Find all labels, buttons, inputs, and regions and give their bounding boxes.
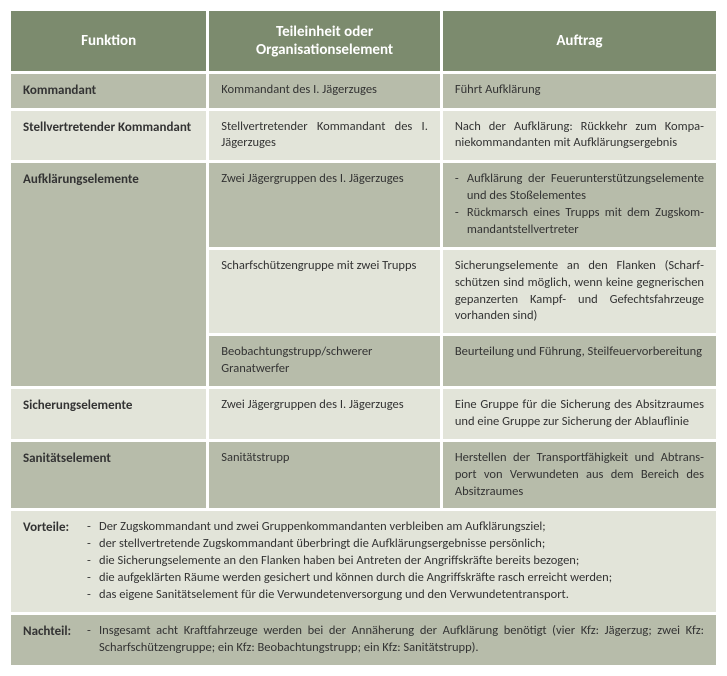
disadvantages-row: Nachteil: -Insgesamt acht Kraftfahrzeuge…	[10, 613, 718, 666]
table-row: Sanitätselement Sanitätstrupp Herstellen…	[10, 440, 718, 510]
table-row: Stellvertretender Kommandant Stellvertre…	[10, 109, 718, 162]
header-teileinheit: Teileinheit oder Organisationselement	[208, 10, 442, 73]
cell-task: Führt Aufklärung	[441, 73, 717, 110]
cell-org: Scharfschützengruppe mit zwei Trupps	[208, 248, 442, 335]
cell-org: Kommandant des I. Jägerzuges	[208, 73, 442, 110]
cell-task: -Aufklärung der Feuerunterstützungseleme…	[441, 162, 717, 249]
cell-org: Stellvertretender Kommandant des I. Jäge…	[208, 109, 442, 162]
cell-org: Sanitätstrupp	[208, 440, 442, 510]
cell-task: Beurteilung und Führung, Steilfeuervor­b…	[441, 335, 717, 388]
task-bullet: Rückmarsch eines Trupps mit dem Zugskom­…	[467, 205, 704, 239]
cell-funktion: Stellvertretender Kommandant	[10, 109, 208, 162]
header-row: Funktion Teileinheit oder Organisationse…	[10, 10, 718, 73]
cell-funktion: Sanitätselement	[10, 440, 208, 510]
task-bullet: Aufklärung der Feuerunterstützungselemen…	[467, 171, 704, 205]
cell-org: Beobachtungstrupp/schwerer Granatwerfer	[208, 335, 442, 388]
cell-task: Eine Gruppe für die Sicherung des Absitz…	[441, 388, 717, 441]
disadvantages-cell: Nachteil: -Insgesamt acht Kraftfahrzeuge…	[10, 613, 718, 666]
table-row: Sicherungselemente Zwei Jägergruppen des…	[10, 388, 718, 441]
advantages-label: Vorteile:	[23, 519, 87, 603]
header-auftrag: Auftrag	[441, 10, 717, 73]
advantage-item: das eigene Sanitätselement für die Verwu…	[99, 587, 704, 604]
disadvantages-label: Nachteil:	[23, 623, 87, 657]
disadvantage-item: Insgesamt acht Kraftfahrzeuge werden bei…	[99, 623, 704, 657]
advantage-item: der stellvertretende Zugskommandant über…	[99, 536, 704, 553]
header-funktion: Funktion	[10, 10, 208, 73]
cell-funktion: Sicherungselemente	[10, 388, 208, 441]
table-row: Aufklärungselemente Zwei Jägergruppen de…	[10, 162, 718, 249]
cell-task: Sicherungselemente an den Flanken (Schar…	[441, 248, 717, 335]
advantage-item: Der Zugskommandant und zwei Gruppenkomma…	[99, 519, 704, 536]
cell-funktion: Kommandant	[10, 73, 208, 110]
advantages-row: Vorteile: -Der Zugskommandant und zwei G…	[10, 510, 718, 613]
advantage-item: die Sicherungselemente an den Flanken ha…	[99, 553, 704, 570]
cell-task: Herstellen der Transportfähigkeit und Ab…	[441, 440, 717, 510]
table-row: Kommandant Kommandant des I. Jägerzuges …	[10, 73, 718, 110]
advantage-item: die aufgeklärten Räume werden gesichert …	[99, 570, 704, 587]
cell-funktion: Aufklärungselemente	[10, 162, 208, 388]
cell-org: Zwei Jägergruppen des I. Jägerzuges	[208, 388, 442, 441]
cell-org: Zwei Jägergruppen des I. Jägerzuges	[208, 162, 442, 249]
org-task-table: Funktion Teileinheit oder Organisationse…	[8, 8, 719, 668]
advantages-cell: Vorteile: -Der Zugskommandant und zwei G…	[10, 510, 718, 613]
cell-task: Nach der Aufklärung: Rückkehr zum Kompa­…	[441, 109, 717, 162]
